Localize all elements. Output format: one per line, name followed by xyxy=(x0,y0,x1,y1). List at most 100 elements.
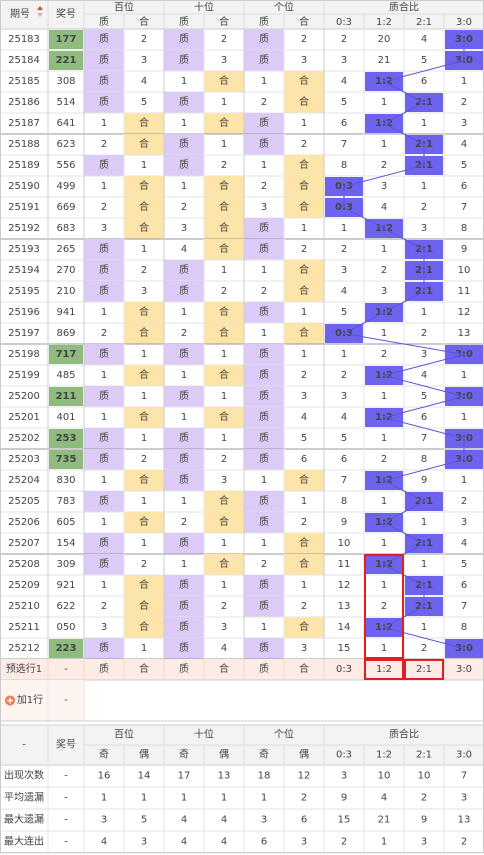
cell-text: 25203 xyxy=(8,454,40,465)
cell-text: 869 xyxy=(56,328,75,339)
cell-text: 3 xyxy=(461,517,467,528)
cell-text: 1 xyxy=(221,391,227,402)
cell-text: 11 xyxy=(338,559,351,570)
cell-text: 15 xyxy=(338,643,351,654)
prime-cell xyxy=(84,386,124,407)
cell-text: 15 xyxy=(338,815,351,826)
prime-cell xyxy=(164,281,204,302)
cell-text: - xyxy=(64,771,68,782)
cell-text: 1 xyxy=(381,244,387,255)
cell-text: 21 xyxy=(378,55,391,66)
cell-text: 质 xyxy=(179,159,189,171)
cell-text: 4 xyxy=(341,286,347,297)
cell-text: 质 xyxy=(99,159,109,171)
highlight-box xyxy=(364,554,404,659)
cell-text: 3 xyxy=(461,793,467,804)
composite-cell xyxy=(124,197,164,218)
cell-text: 6 xyxy=(421,412,427,423)
cell-text: 合 xyxy=(139,137,149,150)
cell-text: 合 xyxy=(139,221,149,234)
cell-text: 质 xyxy=(99,537,109,549)
cell-text: 7 xyxy=(461,601,467,612)
prime-cell xyxy=(244,512,284,533)
composite-cell xyxy=(124,470,164,491)
cell-text: 8 xyxy=(421,454,427,465)
cell-text: 25192 xyxy=(8,223,40,234)
cell-text: 合 xyxy=(139,620,149,633)
add-row-button[interactable]: 加1行 xyxy=(17,693,43,706)
cell-text: 3 xyxy=(141,55,147,66)
cell-text: 3 xyxy=(381,286,387,297)
cell-text: 1 xyxy=(301,349,307,360)
cell-text: 0:3 xyxy=(336,17,352,28)
cell-text: 623 xyxy=(56,139,75,150)
cell-text: 2:1 xyxy=(416,750,432,761)
cell-text: 622 xyxy=(56,601,75,612)
cell-text: 合 xyxy=(299,200,309,213)
cell-text: 合 xyxy=(139,326,149,339)
cell-text: 2 xyxy=(381,160,387,171)
cell-text: - xyxy=(64,695,68,706)
cell-text: 质 xyxy=(259,54,269,66)
cell-text: 个位 xyxy=(274,1,294,14)
cell-text: 2 xyxy=(221,454,227,465)
cell-text: 质 xyxy=(179,33,189,45)
cell-text: 2 xyxy=(141,265,147,276)
cell-text: 5 xyxy=(341,97,347,108)
cell-text: 1 xyxy=(181,76,187,87)
cell-text: 1 xyxy=(101,793,107,804)
cell-text: 25195 xyxy=(8,286,40,297)
cell-text: 4 xyxy=(461,538,467,549)
prime-cell xyxy=(84,92,124,113)
cell-text: 2 xyxy=(261,286,267,297)
cell-text: 2 xyxy=(301,601,307,612)
cell-text: 3 xyxy=(101,815,107,826)
cell-text: 质 xyxy=(179,96,189,108)
cell-text: 3 xyxy=(181,223,187,234)
cell-text: 合 xyxy=(139,599,149,612)
cell-text: 1 xyxy=(221,139,227,150)
cell-text: 平均遗漏 xyxy=(4,791,44,804)
cell-text: 783 xyxy=(56,496,75,507)
cell-text: 941 xyxy=(56,307,75,318)
cell-text: 1 xyxy=(181,181,187,192)
prime-cell xyxy=(84,554,124,575)
cell-text: 1 xyxy=(261,160,267,171)
cell-text: 4 xyxy=(421,370,427,381)
cell-text: 210 xyxy=(56,286,75,297)
cell-text: 合 xyxy=(219,368,229,381)
cell-text: 2 xyxy=(301,139,307,150)
cell-text: 质 xyxy=(99,495,109,507)
composite-cell xyxy=(284,470,324,491)
cell-text: 9 xyxy=(341,793,347,804)
cell-text: 401 xyxy=(56,412,75,423)
cell-text: 1 xyxy=(381,643,387,654)
cell-text: 奖号 xyxy=(56,738,76,751)
cell-text: 1 xyxy=(381,139,387,150)
cell-text: 717 xyxy=(56,349,77,360)
cell-text: 1 xyxy=(221,793,227,804)
cell-text: 18 xyxy=(258,771,271,782)
cell-text: 合 xyxy=(299,473,309,486)
cell-text: 合 xyxy=(139,116,149,129)
cell-text: 1 xyxy=(101,118,107,129)
cell-text: 1 xyxy=(381,391,387,402)
cell-text: 质 xyxy=(259,411,269,423)
cell-text: 12 xyxy=(298,771,311,782)
cell-text: 2 xyxy=(381,349,387,360)
cell-text: 25196 xyxy=(8,307,40,318)
cell-text: 3 xyxy=(421,223,427,234)
cell-text: 0:3 xyxy=(336,750,352,761)
cell-text: 9 xyxy=(341,517,347,528)
cell-text: 1 xyxy=(261,475,267,486)
cell-text: 2 xyxy=(461,837,467,848)
cell-text: 质 xyxy=(179,621,189,633)
cell-text: 合 xyxy=(299,74,309,87)
cell-text: 2:1 xyxy=(416,17,432,28)
prime-cell xyxy=(164,344,204,365)
cell-text: 25199 xyxy=(8,370,40,381)
cell-text: 2 xyxy=(101,601,107,612)
cell-text: 合 xyxy=(299,326,309,339)
composite-cell xyxy=(284,92,324,113)
cell-text: 奇 xyxy=(179,748,189,761)
